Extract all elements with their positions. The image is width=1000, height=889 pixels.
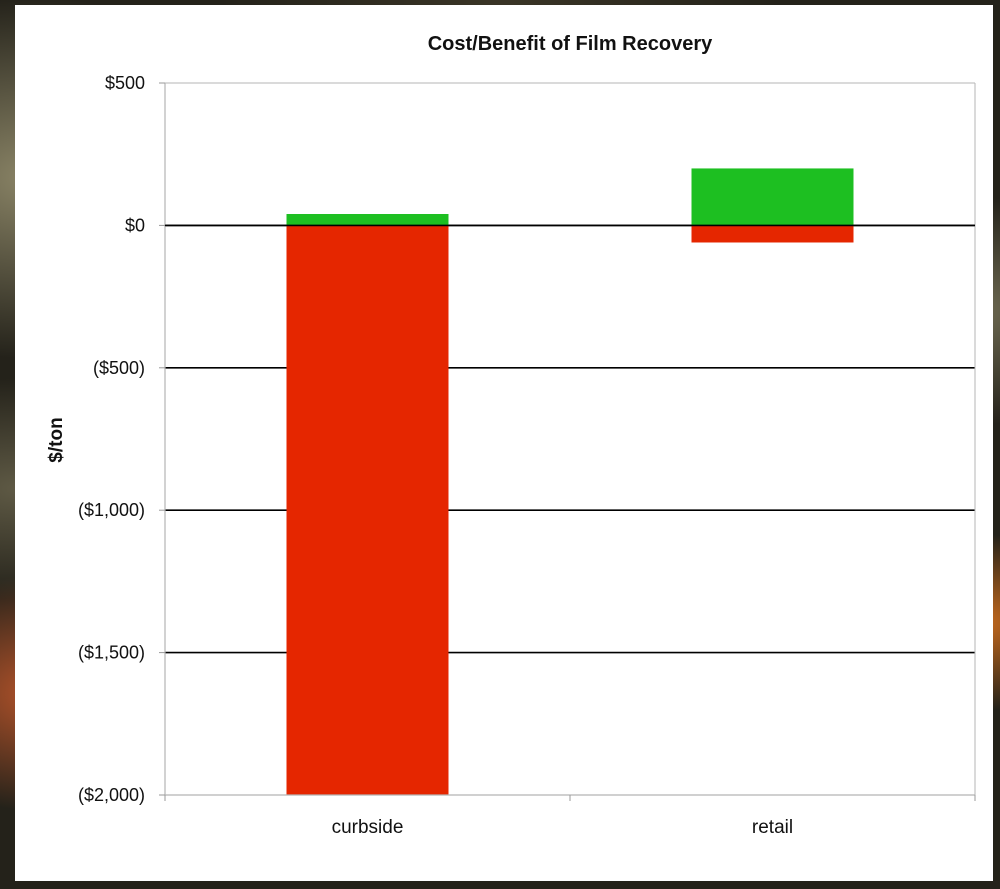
chart-panel bbox=[15, 5, 993, 881]
y-axis-label: $/ton bbox=[46, 417, 67, 462]
y-tick-labels: $500 $0 ($500) ($1,000) ($1,500) ($2,000) bbox=[78, 73, 145, 805]
y-tick-label-1: $0 bbox=[125, 215, 145, 235]
y-tick-label-3: ($1,000) bbox=[78, 500, 145, 520]
x-category-labels: curbside retail bbox=[332, 817, 794, 838]
bar-retail-0 bbox=[691, 225, 854, 243]
bar-curbside-1 bbox=[286, 214, 449, 226]
axes bbox=[159, 82, 976, 801]
bar-curbside-0 bbox=[286, 225, 449, 795]
y-tick-label-4: ($1,500) bbox=[78, 643, 145, 663]
y-tick-label-0: $500 bbox=[105, 73, 145, 93]
x-category-label-curbside: curbside bbox=[332, 817, 404, 838]
y-tick-label-5: ($2,000) bbox=[78, 785, 145, 805]
bar-retail-1 bbox=[691, 168, 854, 226]
x-category-label-retail: retail bbox=[752, 817, 793, 838]
chart-title: Cost/Benefit of Film Recovery bbox=[428, 33, 713, 55]
bars bbox=[286, 168, 854, 795]
y-tick-label-2: ($500) bbox=[93, 358, 145, 378]
